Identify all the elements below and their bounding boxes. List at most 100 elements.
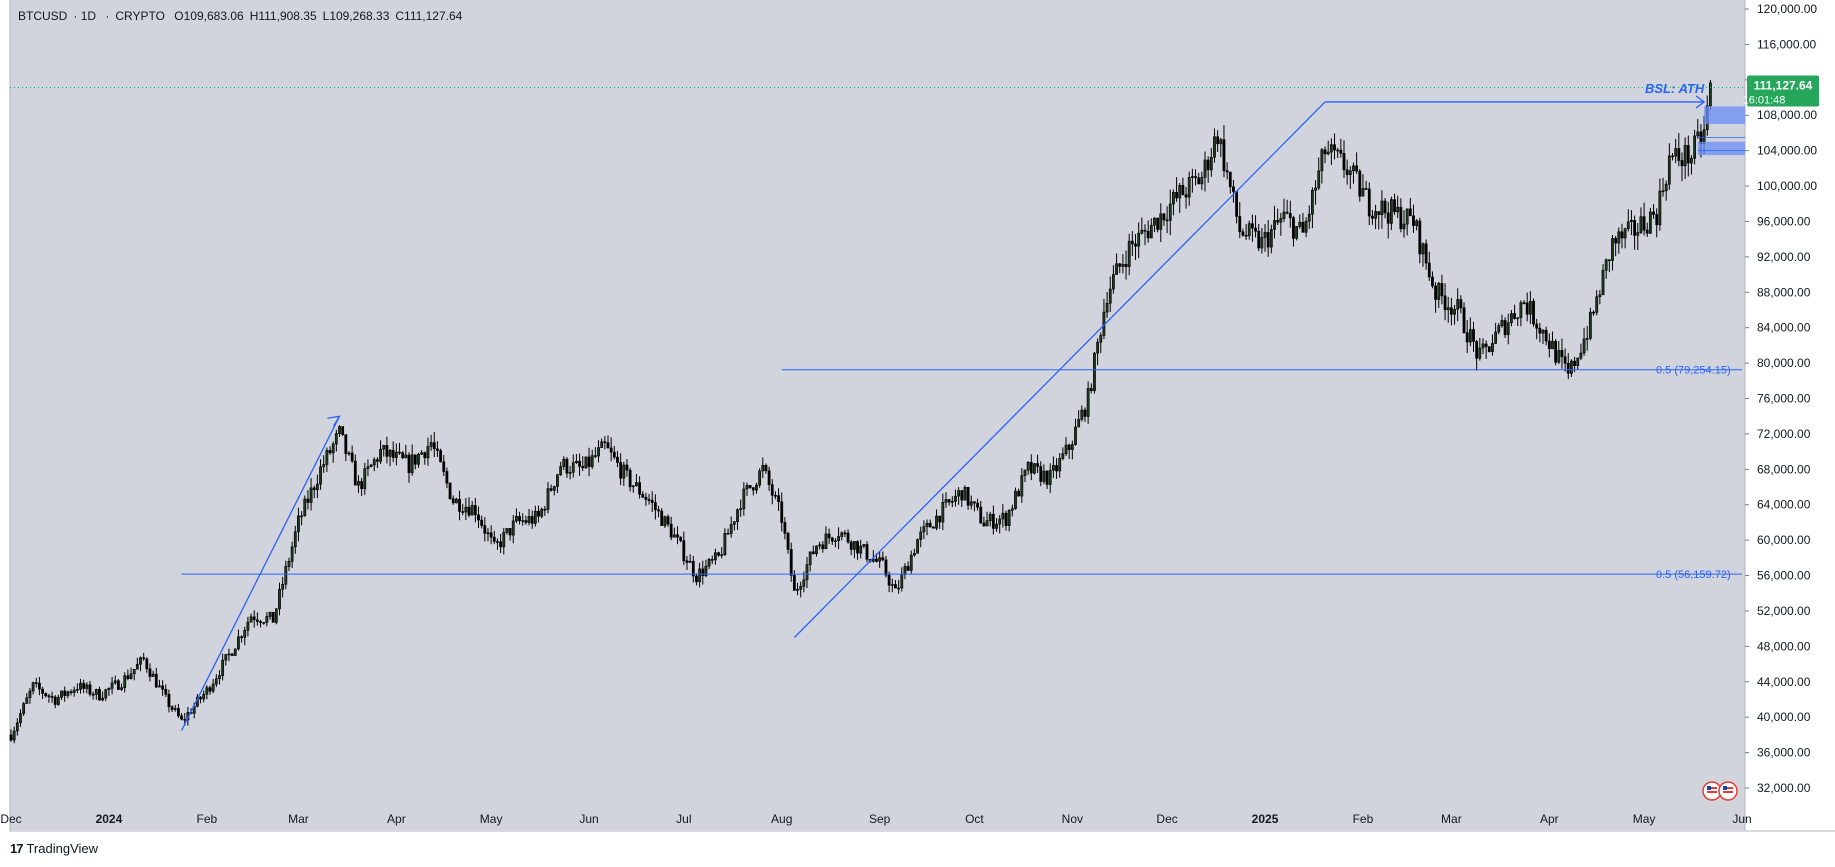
candle-body <box>218 675 221 679</box>
time-tick-label: Dec <box>0 812 21 826</box>
candle-body <box>1020 475 1024 497</box>
candle-body <box>1664 183 1668 192</box>
trend-line[interactable] <box>180 415 341 731</box>
candle-body <box>1042 470 1046 482</box>
candle-body <box>1538 327 1542 334</box>
candle-body <box>496 541 499 543</box>
candle-body <box>1645 229 1649 234</box>
candle-body <box>1358 170 1362 197</box>
candle-body <box>521 520 525 522</box>
symbol-name[interactable]: BTCUSD <box>18 9 68 23</box>
candle-body <box>1683 145 1687 167</box>
candle-body <box>530 516 534 524</box>
candle-body <box>489 532 493 538</box>
plot-area[interactable] <box>10 0 1745 806</box>
candle-body <box>635 482 638 487</box>
candle-body <box>1396 206 1400 213</box>
candle-body <box>1525 302 1529 315</box>
candle-body <box>745 485 749 490</box>
interval-label[interactable]: · 1D · <box>73 9 110 23</box>
liquidity-zone[interactable] <box>1697 141 1745 156</box>
candle-body <box>28 690 32 699</box>
candle-body <box>1115 263 1118 275</box>
candle-body <box>1263 232 1267 238</box>
candle-body <box>246 621 250 631</box>
candle-body <box>426 446 430 459</box>
candle-body <box>998 518 1002 525</box>
candle-body <box>726 533 730 535</box>
candle-body <box>1288 212 1292 219</box>
candle-body <box>1667 155 1671 185</box>
candle-body <box>1459 299 1463 309</box>
candle-body <box>1112 274 1115 290</box>
candle-body <box>1374 211 1377 219</box>
brand-name: TradingView <box>26 841 99 856</box>
candle-body <box>1033 463 1036 474</box>
last-price-tag[interactable] <box>1747 75 1819 107</box>
candle-body <box>922 526 926 533</box>
candle-body <box>881 557 885 561</box>
candle-body <box>1228 171 1232 188</box>
candle-body <box>350 452 354 462</box>
tradingview-logo-icon: 17 <box>10 841 24 856</box>
price-tick-label: 84,000.00 <box>1757 321 1811 335</box>
candle-body <box>518 515 521 522</box>
candle-body <box>1348 170 1352 176</box>
candle-body <box>884 559 888 576</box>
price-tick-label: 36,000.00 <box>1757 746 1811 760</box>
candle-body <box>758 470 762 486</box>
candle-body <box>439 450 442 463</box>
candle-body <box>278 588 281 610</box>
candle-body <box>1592 311 1595 314</box>
candle-body <box>1254 227 1257 232</box>
candle-body <box>1216 136 1220 145</box>
candle-body <box>1241 231 1245 236</box>
candle-body <box>382 445 386 450</box>
candle-body <box>1617 231 1621 244</box>
fib-lower-label: 0.5 (56,159.72) <box>1656 569 1731 581</box>
candle-body <box>271 611 275 623</box>
candle-body <box>420 452 424 455</box>
liquidity-zone[interactable] <box>1704 106 1745 125</box>
candle-body <box>600 441 604 448</box>
candle-body <box>865 544 869 560</box>
candle-body <box>894 584 897 589</box>
candle-body <box>691 560 695 577</box>
candle-body <box>334 433 338 445</box>
candle-body <box>931 526 935 529</box>
candle-body <box>1680 160 1684 167</box>
candle-body <box>799 586 803 590</box>
candle-body <box>928 522 932 528</box>
trend-line[interactable] <box>793 101 1326 638</box>
candle-body <box>1203 159 1207 178</box>
candle-body <box>85 684 89 689</box>
candle-body <box>792 575 796 591</box>
candle-body <box>1506 322 1510 336</box>
candle-body <box>723 533 727 555</box>
candle-body <box>1266 232 1270 248</box>
candle-body <box>470 505 474 516</box>
time-tick-label: Nov <box>1062 812 1083 826</box>
candle-body <box>1168 203 1172 221</box>
candle-body <box>477 514 480 521</box>
candle-body <box>1089 388 1093 391</box>
time-axis-background <box>10 806 1745 830</box>
candle-body <box>590 455 594 467</box>
candle-body <box>410 454 414 474</box>
candle-body <box>938 515 942 523</box>
candle-body <box>995 523 998 529</box>
candle-body <box>1443 295 1447 311</box>
candle-body <box>145 658 149 670</box>
candle-body <box>859 545 863 554</box>
trend-arrowhead <box>327 415 341 427</box>
tradingview-brand[interactable]: 17 TradingView <box>10 841 98 856</box>
candle-body <box>1636 232 1640 236</box>
candle-body <box>770 484 774 496</box>
candle-body <box>786 533 790 550</box>
candle-body <box>398 451 401 454</box>
candle-body <box>827 533 831 539</box>
candle-body <box>75 689 79 691</box>
price-tick-label: 52,000.00 <box>1757 604 1811 618</box>
